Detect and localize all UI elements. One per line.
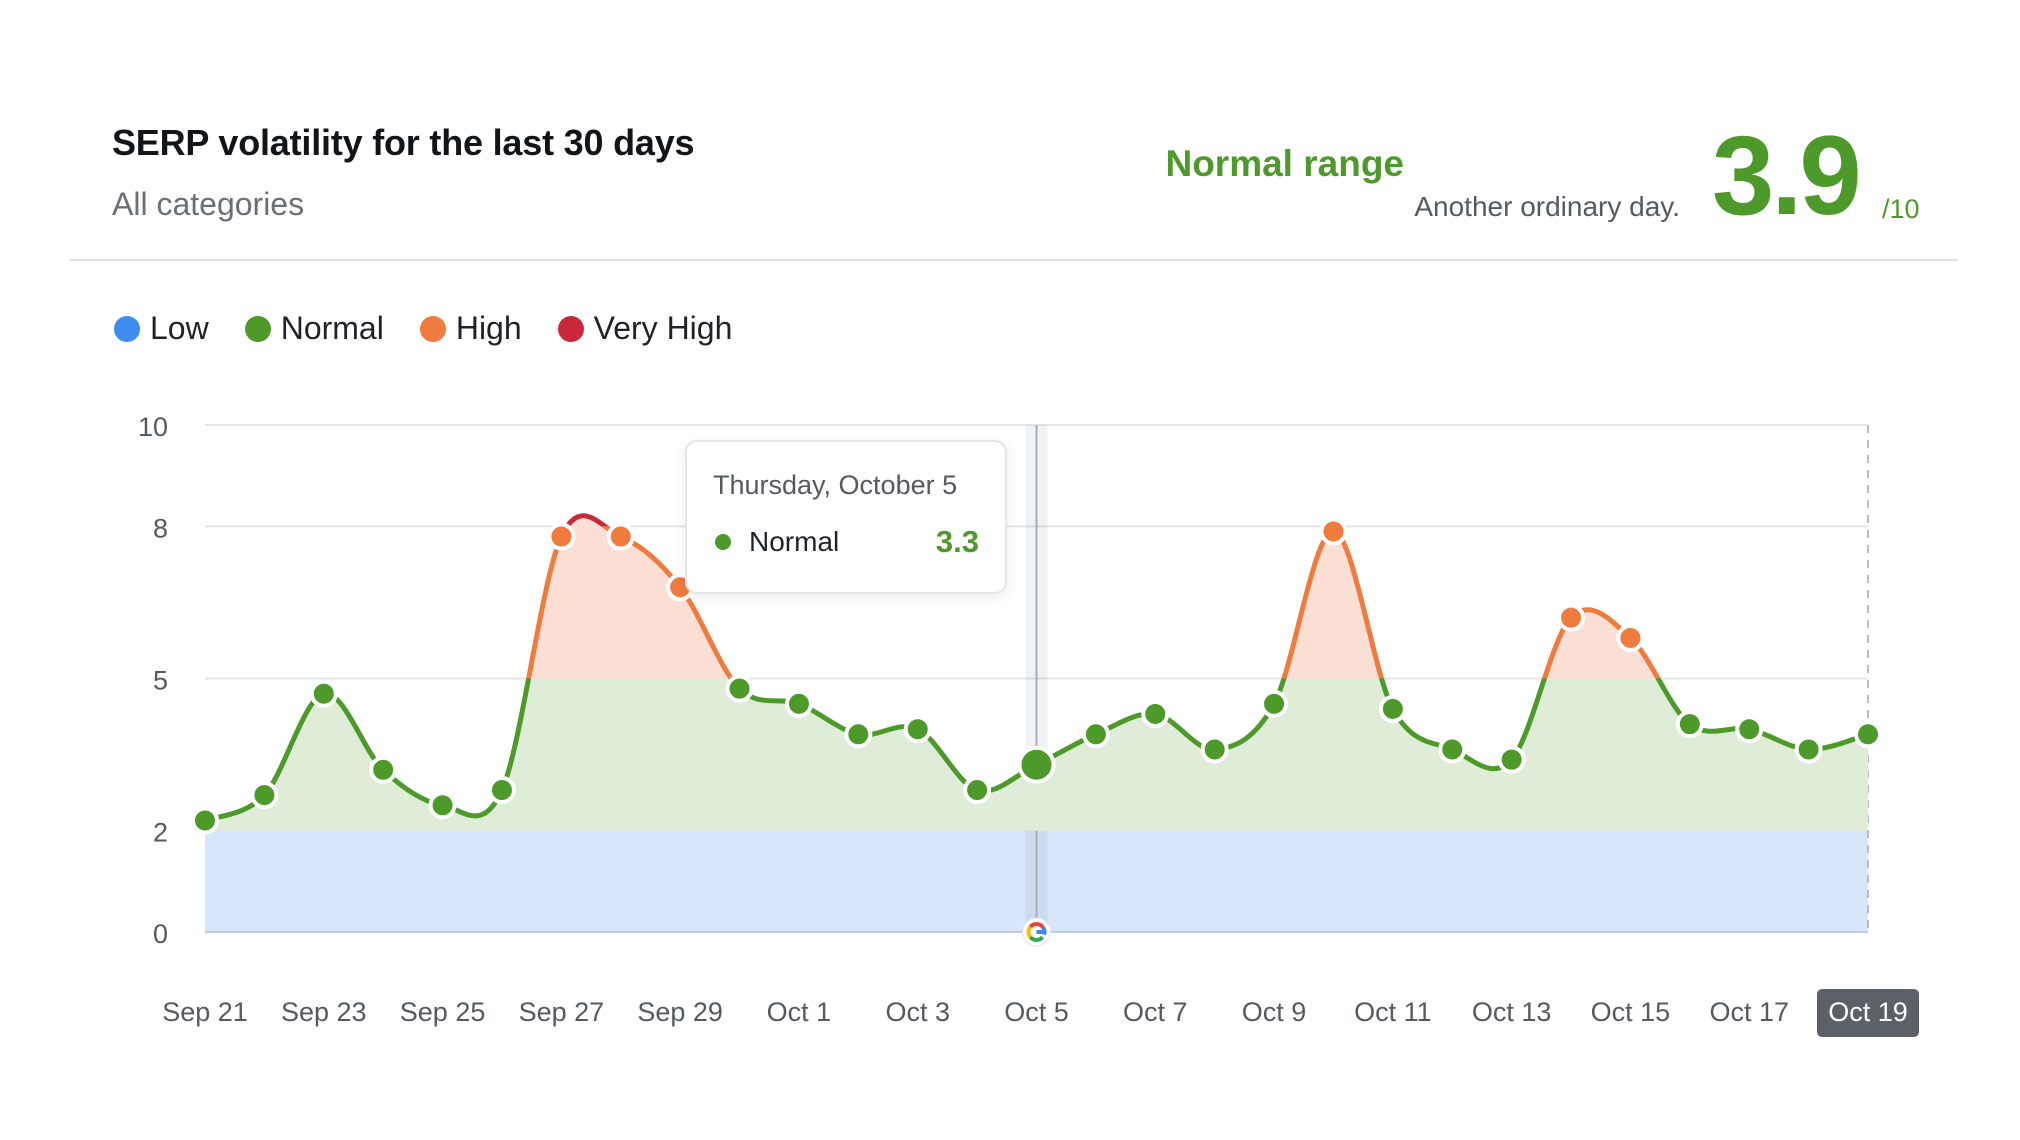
data-point[interactable] [309, 679, 338, 708]
data-point[interactable] [487, 776, 516, 805]
data-point[interactable] [784, 689, 813, 718]
data-point[interactable] [1319, 517, 1348, 546]
google-g-arc-icon [1026, 925, 1033, 939]
x-tick-label: Sep 21 [162, 997, 248, 1027]
data-point[interactable] [1616, 623, 1645, 652]
tooltip-series-name: Normal [749, 526, 840, 557]
hover-crosshair [1025, 425, 1048, 932]
x-tick-label: Oct 1 [767, 997, 832, 1027]
tooltip-value: 3.3 [935, 524, 979, 559]
data-points [191, 517, 1882, 835]
volatility-score: 3.9 [1712, 113, 1862, 238]
x-tick-label: Sep 23 [281, 997, 367, 1027]
data-point[interactable] [1675, 710, 1704, 739]
data-point[interactable] [547, 522, 576, 551]
data-point[interactable] [725, 674, 754, 703]
legend-label: High [455, 310, 522, 346]
legend-dot-very-high-icon [557, 315, 584, 342]
y-axis-ticks: 10 8 5 2 0 [138, 412, 168, 949]
legend-label: Very High [593, 310, 733, 346]
data-point[interactable] [191, 806, 219, 835]
legend-item-very-high[interactable]: Very High [557, 310, 733, 347]
data-point[interactable] [1794, 735, 1823, 764]
x-axis-ticks: Sep 21 Sep 23 Sep 25 Sep 27 Sep 29 Oct 1 Oct 3… [162, 989, 1919, 1037]
status-label: Normal range [1165, 143, 1404, 184]
data-point[interactable] [606, 522, 635, 551]
data-point[interactable] [1141, 699, 1170, 728]
y-tick-label: 5 [153, 666, 168, 696]
hover-tooltip: Thursday, October 5 Normal 3.3 [685, 440, 1007, 594]
data-point[interactable] [963, 776, 992, 805]
data-point[interactable] [1854, 720, 1882, 749]
data-point[interactable] [250, 781, 279, 810]
y-tick-label: 10 [138, 412, 168, 442]
x-tick-label: Oct 3 [885, 997, 950, 1027]
x-tick-label: Oct 11 [1354, 997, 1432, 1027]
legend-item-high[interactable]: High [419, 310, 522, 347]
x-tick-label: Sep 25 [400, 997, 486, 1027]
x-tick-label: Oct 7 [1123, 997, 1188, 1027]
y-tick-label: 2 [153, 818, 168, 848]
legend-dot-low-icon [114, 315, 140, 342]
normal-area [205, 678, 1868, 831]
x-tick-label: Oct 13 [1472, 997, 1552, 1027]
legend-label: Normal [280, 310, 384, 346]
google-g-arc-icon [1028, 922, 1045, 929]
legend-label: Low [150, 310, 209, 346]
tooltip-date: Thursday, October 5 [713, 470, 958, 500]
data-point[interactable] [1017, 745, 1056, 784]
legend-item-low[interactable]: Low [114, 310, 209, 347]
score-max: /10 [1882, 194, 1920, 224]
google-g-arc-icon [1028, 935, 1045, 942]
y-tick-label: 0 [153, 919, 168, 949]
x-tick-label: Oct 5 [1004, 997, 1069, 1027]
y-tick-label: 8 [153, 513, 168, 543]
data-point[interactable] [1735, 715, 1764, 744]
legend-dot-high-icon [419, 315, 446, 342]
legend-dot-normal-icon [244, 315, 271, 342]
high-area [528, 526, 1659, 679]
data-point[interactable] [903, 715, 932, 744]
data-point[interactable] [1260, 689, 1289, 718]
data-point[interactable] [1438, 735, 1467, 764]
data-point[interactable] [1497, 745, 1526, 774]
x-tick-label: Oct 17 [1709, 997, 1789, 1027]
data-point[interactable] [369, 755, 398, 784]
x-tick-highlight [1817, 989, 1919, 1037]
google-update-marker [1022, 917, 1051, 947]
category-filter[interactable]: All categories [112, 186, 305, 222]
data-point[interactable] [1200, 735, 1229, 764]
header-divider [70, 259, 1958, 261]
chart-title: SERP volatility for the last 30 days [112, 122, 695, 163]
x-tick-label: Oct 19 [1828, 997, 1908, 1027]
x-tick-label: Sep 29 [637, 997, 723, 1027]
x-tick-label: Oct 9 [1242, 997, 1307, 1027]
data-point[interactable] [1081, 720, 1110, 749]
status-description: Another ordinary day. [1414, 191, 1680, 222]
legend-item-normal[interactable]: Normal [244, 310, 384, 347]
data-point[interactable] [428, 791, 457, 820]
x-tick-label: Sep 27 [519, 997, 605, 1027]
data-point[interactable] [844, 720, 873, 749]
chart-legend: Low Normal High Very High [114, 310, 768, 347]
data-point[interactable] [1378, 694, 1407, 723]
data-point[interactable] [1557, 603, 1586, 632]
tooltip-series-dot-icon [715, 534, 731, 550]
x-tick-label: Oct 15 [1591, 997, 1671, 1027]
